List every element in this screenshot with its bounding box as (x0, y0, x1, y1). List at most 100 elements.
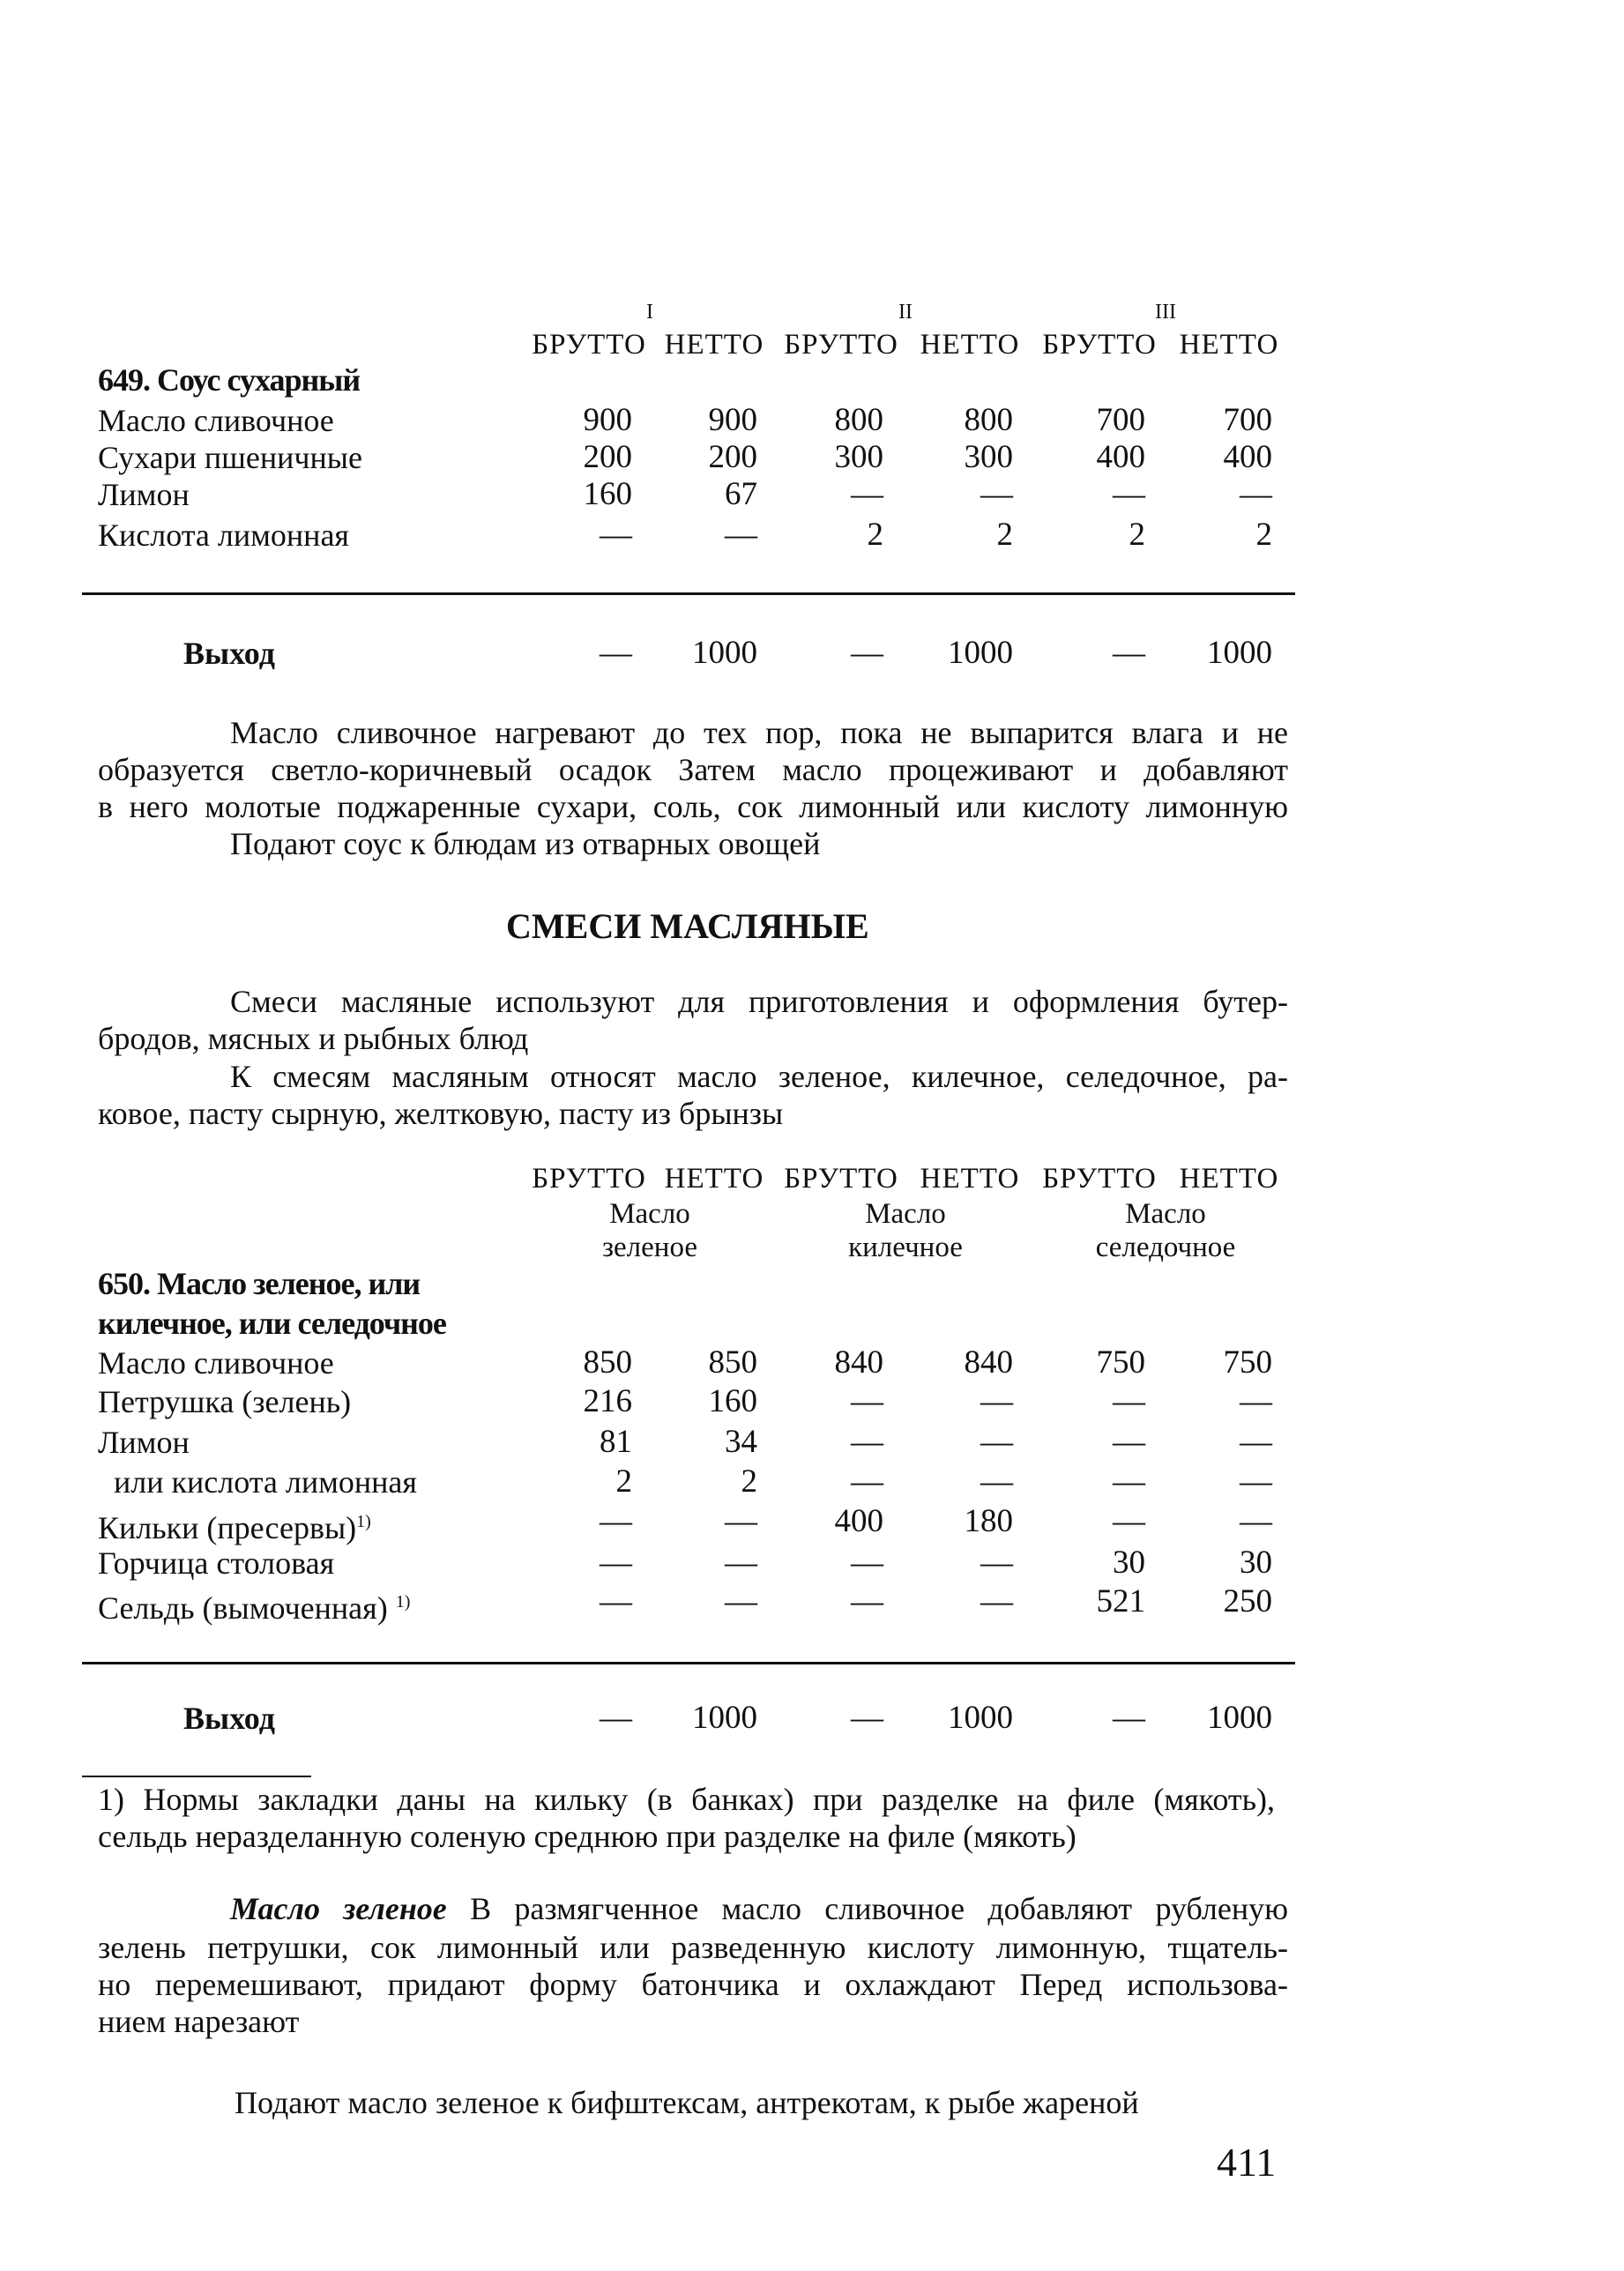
green-butter-text: В размягченное масло сливочное добавляют… (470, 1891, 1289, 1926)
column-header: НЕТТО (1179, 329, 1279, 361)
group-header: селедочное (1095, 1232, 1236, 1263)
green-butter-term: Масло зеленое (230, 1891, 447, 1926)
yield-label: Выход (183, 1701, 275, 1736)
cell-value: 700 (1096, 402, 1146, 438)
group-header: III (1155, 301, 1176, 324)
ingredient-name: Лимон (98, 477, 190, 512)
cell-value: — (980, 476, 1013, 512)
cell-value: — (851, 1545, 883, 1581)
cell-value: 1000 (1207, 1700, 1272, 1736)
column-header: НЕТТО (920, 1163, 1020, 1195)
group-header: Масло (1125, 1198, 1206, 1230)
group-header: Масло (865, 1198, 946, 1230)
cell-value: — (980, 1545, 1013, 1581)
cell-value: 200 (583, 439, 633, 475)
intro-line: К смесям масляным относят масло зеленое,… (230, 1059, 1288, 1094)
cell-value: 2 (1255, 517, 1273, 553)
cell-value: — (725, 1503, 757, 1539)
column-header: БРУТТО (784, 1163, 898, 1195)
cell-value: 30 (1113, 1545, 1145, 1581)
ingredient-name: Сельдь (вымоченная) 1) (98, 1590, 411, 1626)
cell-value: — (1113, 1463, 1145, 1500)
cell-value: — (851, 635, 883, 671)
cell-value: — (1113, 1700, 1145, 1736)
ingredient-name: Масло сливочное (98, 1345, 334, 1381)
green-butter-line: но перемешивают, придают форму батончика… (98, 1967, 1288, 2002)
yield-label: Выход (183, 636, 275, 671)
ingredient-name: Горчица столовая (98, 1545, 335, 1581)
cell-value: — (980, 1424, 1013, 1460)
cell-value: 180 (964, 1503, 1014, 1539)
cell-value: 700 (1223, 402, 1273, 438)
cell-value: — (980, 1383, 1013, 1419)
intro-line: бродов, мясных и рыбных блюд (98, 1021, 529, 1056)
cell-value: — (600, 1545, 632, 1581)
cell-value: — (980, 1583, 1013, 1619)
cell-value: 216 (583, 1383, 633, 1419)
cell-value: — (600, 1700, 632, 1736)
intro-line: Смеси масляные используют для приготовле… (230, 984, 1288, 1019)
column-header: НЕТТО (664, 329, 764, 361)
cell-value: 900 (708, 402, 758, 438)
green-butter-line: Подают масло зеленое к бифштексам, антре… (235, 2085, 1139, 2120)
cell-value: — (851, 1463, 883, 1500)
desc-line: в него молотые поджаренные сухари, соль,… (98, 789, 1288, 824)
cell-value: — (725, 1583, 757, 1619)
cell-value: — (1240, 1424, 1272, 1460)
cell-value: — (600, 517, 632, 553)
cell-value: 2 (867, 517, 884, 553)
page-number: 411 (1217, 2140, 1277, 2185)
ingredient-name: Сухари пшеничные (98, 440, 362, 475)
cell-value: 750 (1096, 1344, 1146, 1381)
cell-value: — (851, 1383, 883, 1419)
cell-value: 1000 (692, 635, 757, 671)
column-header: БРУТТО (1042, 1163, 1157, 1195)
column-header: БРУТТО (532, 329, 646, 361)
cell-value: 1000 (948, 635, 1013, 671)
cell-value: 400 (1223, 439, 1273, 475)
cell-value: 300 (834, 439, 884, 475)
footnote-marker: 1) (395, 1592, 411, 1612)
cell-value: 850 (708, 1344, 758, 1381)
ingredient-name: Лимон (98, 1425, 190, 1460)
cell-value: — (980, 1463, 1013, 1500)
group-header: I (646, 301, 653, 324)
cell-value: — (851, 1700, 883, 1736)
cell-value: 2 (996, 517, 1014, 553)
cell-value: 2 (1129, 517, 1146, 553)
ingredient-name: Петрушка (зелень) (98, 1384, 352, 1419)
cell-value: 34 (725, 1424, 757, 1460)
footnote-rule (82, 1776, 311, 1777)
cell-value: 160 (708, 1383, 758, 1419)
cell-value: 200 (708, 439, 758, 475)
cell-value: 300 (964, 439, 1014, 475)
cell-value: 800 (964, 402, 1014, 438)
cell-value: 81 (600, 1424, 632, 1460)
ingredient-name: Кильки (пресервы)1) (98, 1510, 371, 1545)
green-butter-line: Масло зеленое В размягченное масло сливо… (98, 1890, 1288, 1927)
cell-value: 400 (834, 1503, 884, 1539)
cell-value: — (600, 635, 632, 671)
section-heading: СМЕСИ МАСЛЯНЫЕ (506, 906, 869, 946)
cell-value: — (1240, 476, 1272, 512)
cell-value: — (1240, 1503, 1272, 1539)
cell-value: — (851, 476, 883, 512)
group-header: килечное (848, 1232, 963, 1263)
cell-value: — (1240, 1383, 1272, 1419)
ingredient-name: Кислота лимонная (98, 517, 349, 553)
ingredient-name: Масло сливочное (98, 403, 334, 438)
recipe-650-title: килечное, или селедочное (98, 1306, 447, 1341)
cell-value: 840 (834, 1344, 884, 1381)
table-rule (82, 1662, 1295, 1664)
cell-value: 521 (1096, 1583, 1146, 1619)
group-header: зеленое (601, 1232, 697, 1263)
cell-value: — (1113, 1503, 1145, 1539)
cell-value: 250 (1223, 1583, 1273, 1619)
cell-value: — (725, 517, 757, 553)
cell-value: — (1240, 1463, 1272, 1500)
green-butter-line: зелень петрушки, сок лимонный или развед… (98, 1930, 1288, 1965)
cell-value: — (1113, 476, 1145, 512)
cell-value: 30 (1240, 1545, 1272, 1581)
column-header: НЕТТО (1179, 1163, 1279, 1195)
cell-value: — (851, 1583, 883, 1619)
